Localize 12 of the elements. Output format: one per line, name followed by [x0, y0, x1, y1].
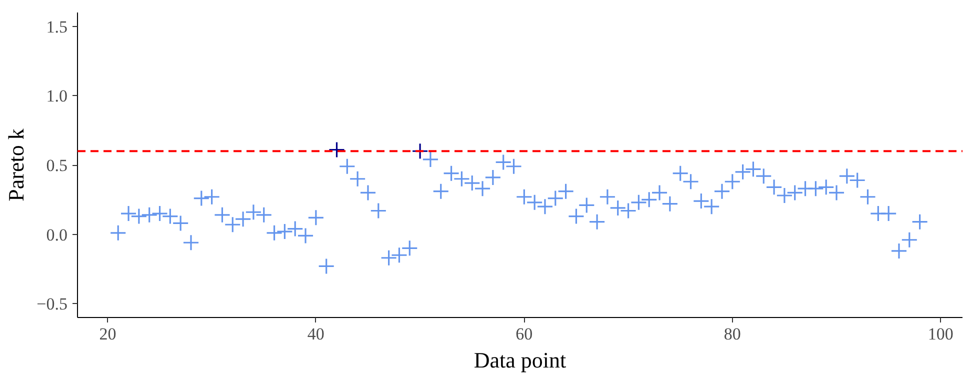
- x-tick-label: 80: [724, 324, 741, 344]
- y-tick-label: 1.5: [46, 17, 68, 36]
- x-tick-label: 60: [516, 324, 533, 344]
- y-tick-label: 0.5: [46, 156, 68, 175]
- y-tick-label: −0.5: [36, 294, 68, 314]
- x-tick-label: 20: [99, 324, 116, 344]
- x-tick-label: 40: [307, 324, 324, 344]
- x-axis-title: Data point: [474, 348, 566, 372]
- y-tick-label: 1.0: [46, 86, 68, 106]
- y-axis-title: Pareto k: [4, 128, 29, 202]
- x-tick-label: 100: [928, 324, 954, 344]
- y-tick-label: 0.0: [46, 225, 68, 244]
